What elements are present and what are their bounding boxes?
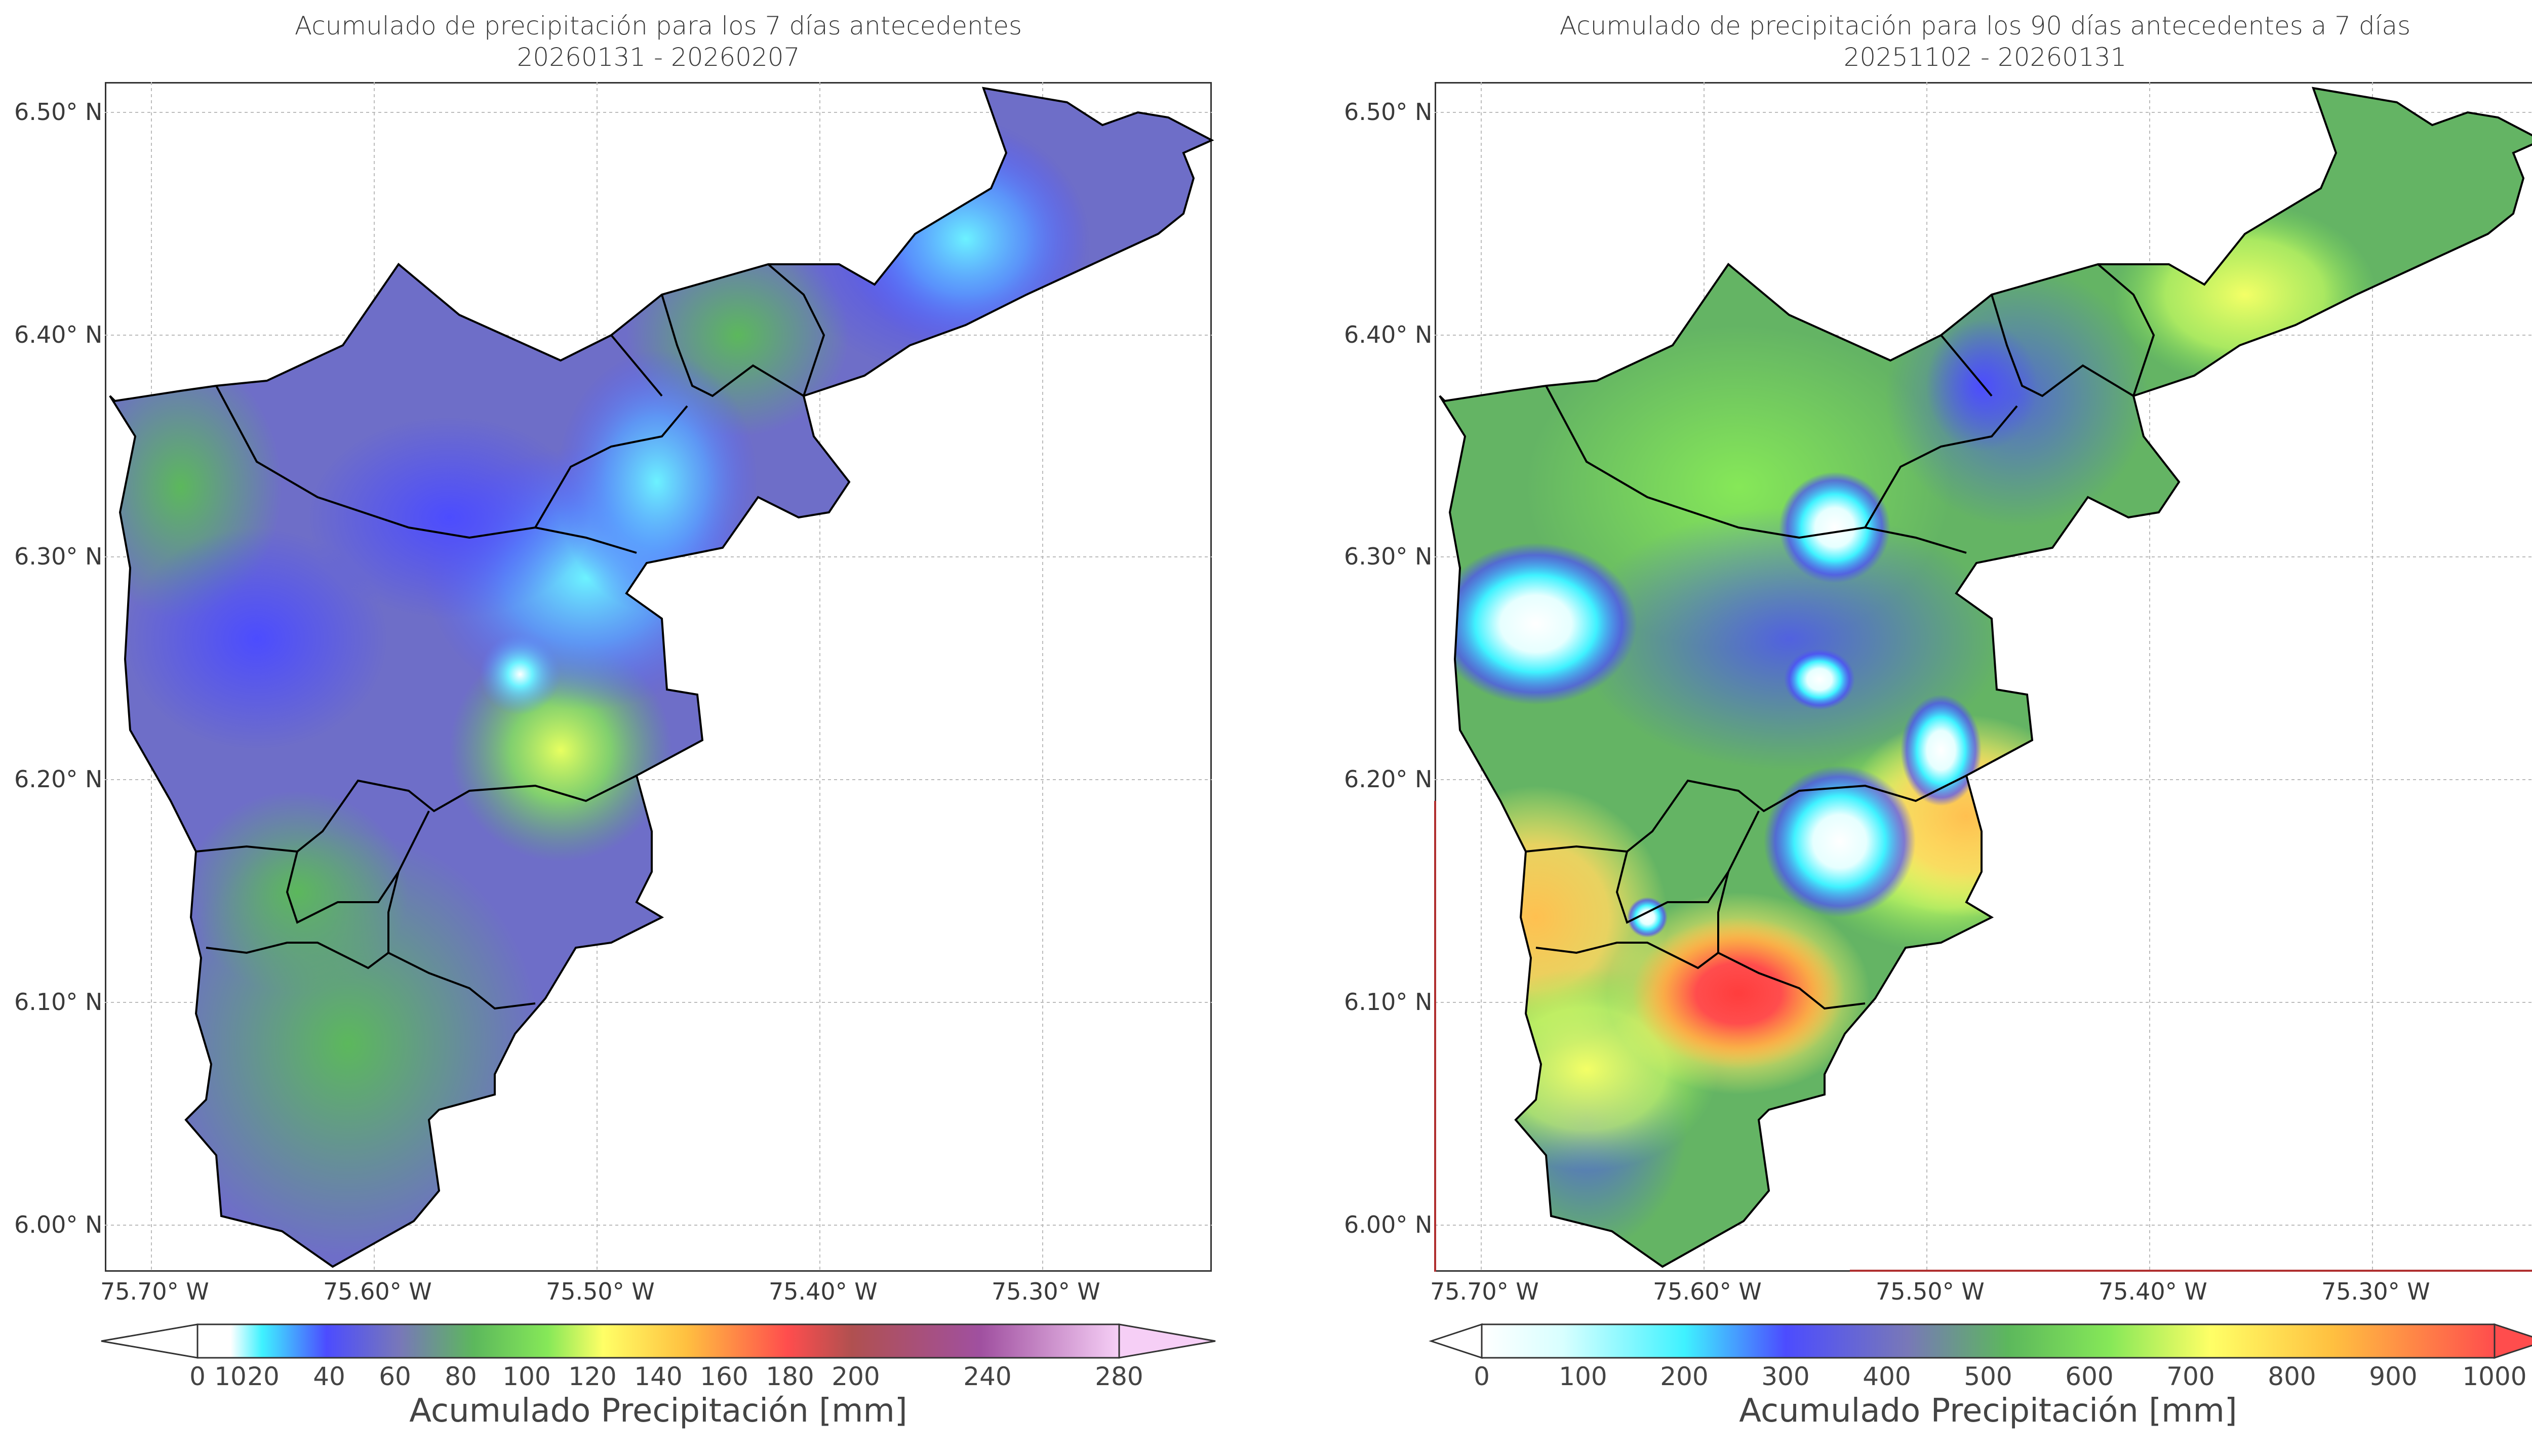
panel2-colorbar-tick-800: 800	[2268, 1362, 2316, 1391]
panel2-precip-field	[1440, 88, 2532, 1267]
panel2-lon-label-7550: 75.50° W	[1876, 1278, 1985, 1305]
panel2-lat-label-630: 6.30° N	[1344, 543, 1433, 570]
panel2-lon-label-7560: 75.60° W	[1653, 1278, 1762, 1305]
panel2-map	[1434, 82, 2532, 1272]
panel1-lat-label-650: 6.50° N	[14, 98, 103, 126]
panel2-title: Acumulado de precipitación para los 90 d…	[1433, 10, 2532, 73]
panel1-colorbar-tick-0: 0	[189, 1362, 206, 1391]
panel1-colorbar-tick-140: 140	[634, 1362, 683, 1391]
panel2-colorbar-tick-1000: 1000	[2462, 1362, 2527, 1391]
panel2-lat-label-650: 6.50° N	[1344, 98, 1433, 126]
panel1-colorbar-tick-200: 200	[832, 1362, 880, 1391]
panel1-colorbar-tick-240: 240	[963, 1362, 1012, 1391]
panel1-colorbar-tick-60: 60	[379, 1362, 411, 1391]
panel2-colorbar-tick-0: 0	[1474, 1362, 1490, 1391]
panel2-colorbar-tick-700: 700	[2166, 1362, 2215, 1391]
panel1-title-line1: Acumulado de precipitación para los 7 dí…	[294, 11, 1022, 41]
panel2-boundaries	[1439, 87, 2532, 1268]
panel1-colorbar-tick-80: 80	[445, 1362, 477, 1391]
panel1-lon-label-7530: 75.30° W	[992, 1278, 1100, 1305]
panel1-lat-label-620: 6.20° N	[14, 765, 103, 793]
panel1-colorbar-tick-160: 160	[700, 1362, 748, 1391]
panel1-precip-field	[110, 88, 1212, 1267]
panel2-title-line2: 20251102 - 20260131	[1843, 43, 2127, 72]
panel1-lat-label-630: 6.30° N	[14, 543, 103, 570]
panel1-boundaries	[109, 87, 1214, 1268]
panel1-colorbar-tick-180: 180	[766, 1362, 814, 1391]
panel2-lon-label-7540: 75.40° W	[2099, 1278, 2207, 1305]
panel1-lat-label-610: 6.10° N	[14, 988, 103, 1016]
panel2-colorbar	[1429, 1323, 2532, 1359]
panel1-lon-label-7560: 75.60° W	[323, 1278, 432, 1305]
panel1-colorbar-tick-100: 100	[502, 1362, 551, 1391]
panel2-colorbar-tick-100: 100	[1559, 1362, 1607, 1391]
panel1-colorbar-tick-10: 10	[214, 1362, 247, 1391]
panel2-lat-label-640: 6.40° N	[1344, 321, 1433, 348]
panel2-lat-label-610: 6.10° N	[1344, 988, 1433, 1016]
panel2-colorbar-tick-600: 600	[2065, 1362, 2114, 1391]
panel1-lon-label-7550: 75.50° W	[546, 1278, 655, 1305]
panel1-colorbar-extend-high	[1118, 1323, 1216, 1359]
panel1-colorbar-tick-40: 40	[313, 1362, 345, 1391]
panel2-colorbar-body	[1481, 1323, 2496, 1359]
panel2-colorbar-tick-300: 300	[1761, 1362, 1810, 1391]
panel2-colorbar-tick-200: 200	[1660, 1362, 1709, 1391]
panel1-map	[105, 82, 1214, 1272]
panel2-colorbar-tick-400: 400	[1863, 1362, 1911, 1391]
panel2-lat-label-600: 6.00° N	[1344, 1211, 1433, 1238]
panel1-colorbar-tick-120: 120	[568, 1362, 617, 1391]
panel1-lon-label-7570: 75.70° W	[100, 1278, 209, 1305]
panel1-lon-label-7540: 75.40° W	[769, 1278, 878, 1305]
panel1-colorbar-tick-20: 20	[247, 1362, 280, 1391]
panel2-title-line1: Acumulado de precipitación para los 90 d…	[1559, 11, 2411, 41]
panel1-colorbar	[101, 1323, 1216, 1359]
panel1-lat-label-640: 6.40° N	[14, 321, 103, 348]
panel1-colorbar-body	[196, 1323, 1120, 1359]
panel2-colorbar-tick-900: 900	[2369, 1362, 2418, 1391]
panel2-colorbar-label: Acumulado Precipitación [mm]	[1739, 1392, 2237, 1430]
panel2-lat-label-620: 6.20° N	[1344, 765, 1433, 793]
panel1-colorbar-tick-280: 280	[1095, 1362, 1143, 1391]
panel1-title-line2: 20260131 - 20260207	[517, 43, 800, 72]
panel1-colorbar-extend-low	[101, 1323, 199, 1359]
panel1-lat-label-600: 6.00° N	[14, 1211, 103, 1238]
panel2-lon-label-7530: 75.30° W	[2321, 1278, 2430, 1305]
panel2-colorbar-extend-low	[1429, 1323, 1483, 1359]
panel2-colorbar-extend-high	[2494, 1323, 2532, 1359]
panel2-colorbar-tick-500: 500	[1964, 1362, 2012, 1391]
panel1-title: Acumulado de precipitación para los 7 dí…	[106, 10, 1210, 73]
panel2-lon-label-7570: 75.70° W	[1430, 1278, 1539, 1305]
panel1-colorbar-label: Acumulado Precipitación [mm]	[409, 1392, 907, 1430]
